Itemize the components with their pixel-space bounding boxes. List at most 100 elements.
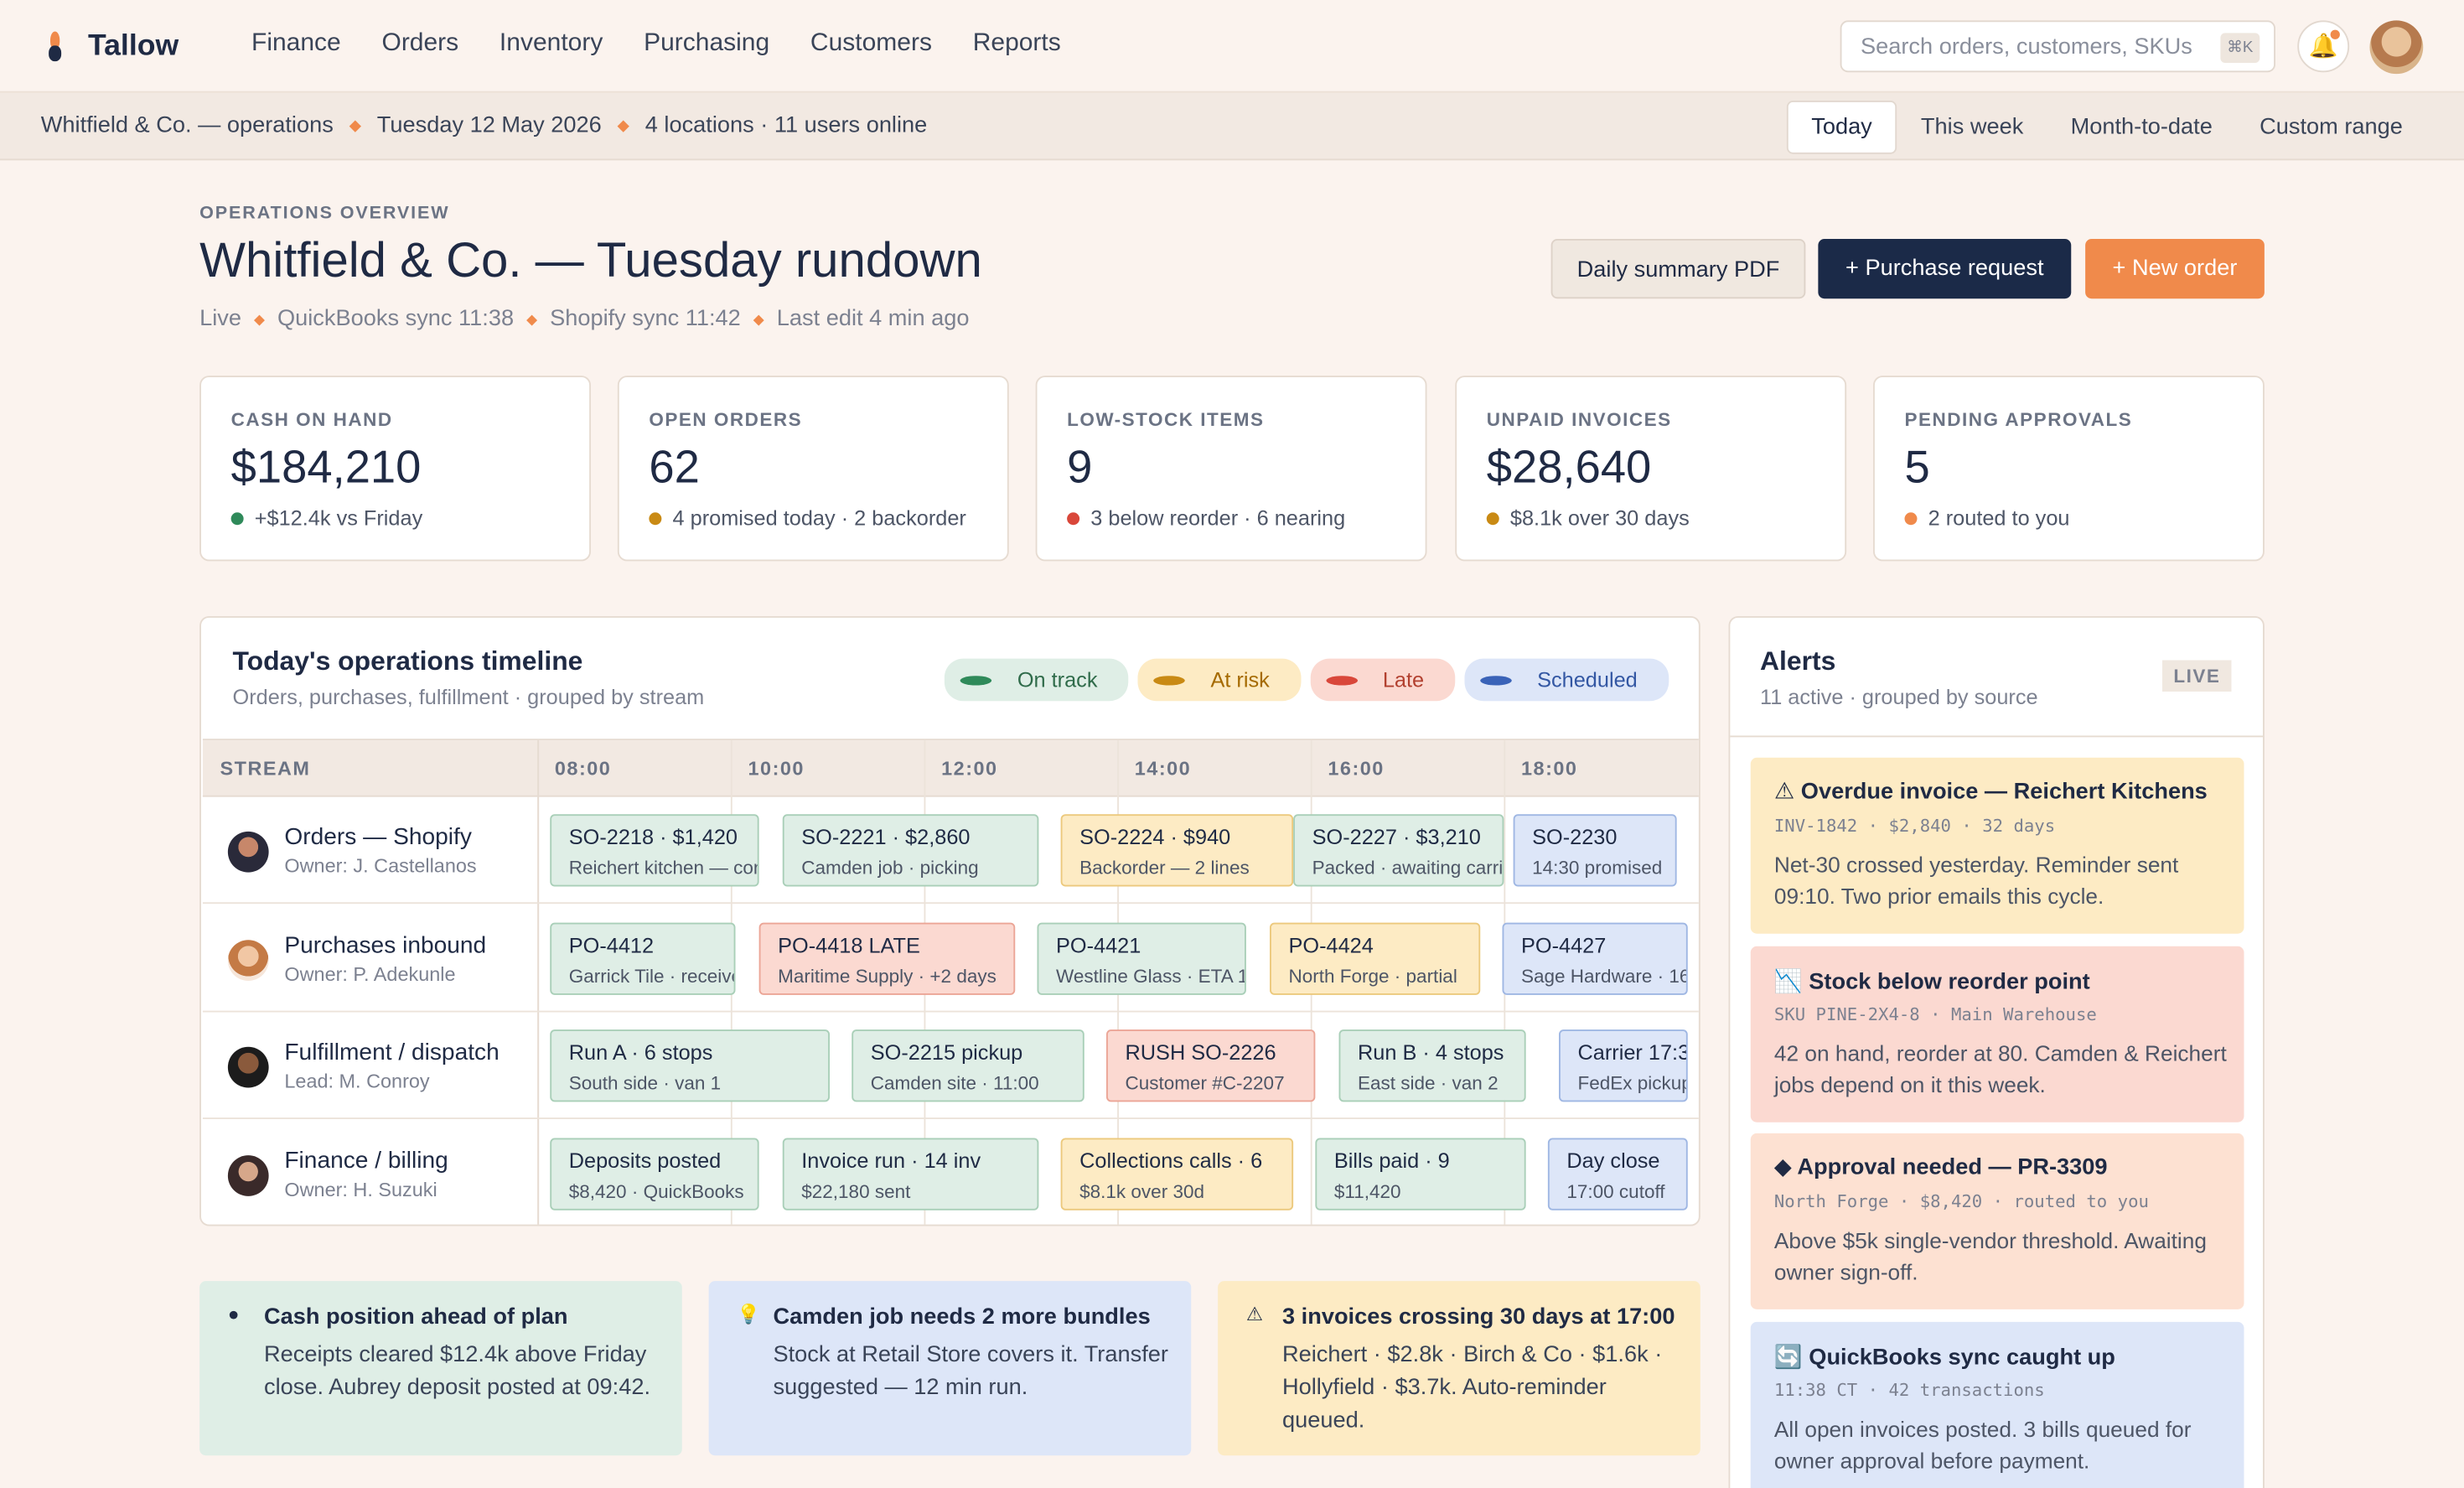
nav-customers[interactable]: Customers — [810, 29, 932, 57]
kpi-card[interactable]: OPEN ORDERS 62 4 promised today · 2 backor… — [617, 376, 1009, 562]
timeline-event[interactable]: PO-4427 Sage Hardware · 16:00 — [1502, 921, 1688, 994]
stream-name: Fulfillment / dispatch — [284, 1039, 500, 1066]
kpi-label: OPEN ORDERS — [649, 408, 803, 431]
alerts-title: Alerts — [1760, 645, 1836, 677]
alert-card[interactable]: ⚠ Overdue invoice — Reichert Kitchens INV… — [1750, 757, 2244, 934]
event-title: PO-4418 LATE — [778, 932, 920, 957]
alert-text: Net-30 crossed yesterday. Reminder sent … — [1773, 852, 2179, 909]
live-badge: LIVE — [2162, 660, 2232, 692]
purchase-request-button[interactable]: + Purchase request — [1818, 239, 2072, 299]
timeline-event[interactable]: Carrier 17:30 FedEx pickup — [1559, 1029, 1688, 1102]
timeline-event[interactable]: PO-4418 LATE Maritime Supply · +2 days — [758, 921, 1016, 994]
insight-text: Reichert · $2.8k · Birch & Co · $1.6k · … — [1282, 1342, 1663, 1434]
alert-text: 42 on hand, reorder at 80. Camden & Reic… — [1773, 1040, 2227, 1097]
range-this-week[interactable]: This week — [1920, 114, 2024, 140]
search-shortcut-badge: ⌘K — [2220, 33, 2260, 63]
legend-label: Late — [1382, 667, 1425, 692]
meta-shopify: Shopify sync 11:42 — [550, 306, 741, 332]
timeline-event[interactable]: SO-2227 · $3,210 Packed · awaiting carrie… — [1293, 814, 1504, 887]
timeline-event[interactable]: RUSH SO-2226 Customer #C-2207 — [1106, 1029, 1316, 1102]
event-title: Invoice run · 14 inv — [801, 1148, 981, 1172]
insight-text: Stock at Retail Store covers it. Transfe… — [773, 1342, 1168, 1401]
insight-card[interactable]: ⚠ 3 invoices crossing 30 days at 17:00 Rei… — [1218, 1281, 1700, 1456]
nav-reports[interactable]: Reports — [972, 29, 1061, 57]
legend-chip: On track — [945, 658, 1129, 702]
nav-inventory[interactable]: Inventory — [499, 29, 603, 57]
insight-card[interactable]: 💡 Camden job needs 2 more bundles Stock at… — [708, 1281, 1192, 1456]
kpi-card[interactable]: UNPAID INVOICES $28,640 $8.1k over 30 days — [1455, 376, 1847, 562]
timeline-event[interactable]: SO-2224 · $940 Backorder — 2 lines — [1060, 814, 1294, 887]
event-title: SO-2221 · $2,860 — [801, 825, 971, 849]
kpi-subtext-label: 3 below reorder · 6 nearing — [1090, 506, 1346, 530]
page-title: Whitfield & Co. — Tuesday rundown — [199, 232, 982, 288]
search-input[interactable]: Search orders, customers, SKUs ⌘K — [1840, 20, 2275, 73]
timeline-event[interactable]: Deposits posted $8,420 · QuickBooks — [550, 1137, 759, 1210]
page-overline: OPERATIONS OVERVIEW — [199, 204, 450, 224]
alert-icon: 📉 — [1773, 969, 1809, 995]
timeline-event[interactable]: PO-4421 Westline Glass · ETA 12:30 — [1037, 921, 1246, 994]
nav-orders[interactable]: Orders — [381, 29, 459, 57]
timeline-event[interactable]: SO-2230 14:30 promised — [1513, 814, 1677, 887]
new-order-button[interactable]: + New order — [2085, 239, 2265, 299]
kpi-card[interactable]: LOW-STOCK ITEMS 9 3 below reorder · 6 near… — [1035, 376, 1427, 562]
kpi-subtext: 4 promised today · 2 backorder — [649, 506, 966, 530]
timeline-event[interactable]: SO-2221 · $2,860 Camden job · picking — [782, 814, 1039, 887]
event-title: PO-4427 — [1521, 932, 1607, 957]
stream-name: Purchases inbound — [284, 931, 487, 958]
nav-finance[interactable]: Finance — [251, 29, 341, 57]
stream-owner: Owner: P. Adekunle — [284, 962, 456, 985]
alert-icon: ◆ — [1773, 1155, 1798, 1181]
timeline-event[interactable]: Invoice run · 14 inv $22,180 sent — [782, 1137, 1039, 1210]
timeline-event[interactable]: PO-4424 North Forge · partial — [1270, 921, 1481, 994]
daily-summary-pdf-button[interactable]: Daily summary PDF — [1550, 239, 1806, 299]
kpi-card[interactable]: PENDING APPROVALS 5 2 routed to you — [1873, 376, 2265, 562]
timeline-event[interactable]: SO-2218 · $1,420 Reichert kitchen — confi… — [550, 814, 759, 887]
brand-name: Tallow — [88, 29, 179, 63]
event-detail: $11,420 — [1333, 1180, 1401, 1202]
notifications-button[interactable]: 🔔 — [2297, 20, 2350, 73]
legend-chip: Late — [1310, 658, 1456, 702]
legend-chip: Scheduled — [1464, 658, 1669, 702]
kpi-value: $28,640 — [1486, 443, 1652, 494]
legend-chip: At risk — [1138, 658, 1302, 702]
timeline-event[interactable]: Collections calls · 6 $8.1k over 30d — [1060, 1137, 1294, 1210]
alert-meta: North Forge · $8,420 · routed to you — [1773, 1191, 2149, 1212]
timeline-grid: STREAM 08:00 10:00 12:00 14:00 16:00 18:00 Or… — [202, 739, 1699, 1225]
event-detail: FedEx pickup — [1577, 1071, 1688, 1094]
event-title: Day close — [1566, 1148, 1660, 1172]
alert-card[interactable]: 🔄 QuickBooks sync caught up 11:38 CT · 42… — [1750, 1321, 2244, 1488]
range-custom[interactable]: Custom range — [2260, 114, 2403, 140]
event-title: SO-2224 · $940 — [1079, 825, 1231, 849]
insight-title: 3 invoices crossing 30 days at 17:00 — [1282, 1304, 1675, 1330]
insight-card[interactable]: ● Cash position ahead of plan Receipts cle… — [199, 1281, 682, 1456]
timeline-event[interactable]: SO-2215 pickup Camden site · 11:00 — [852, 1029, 1084, 1102]
alert-title: ⚠ Overdue invoice — Reichert Kitchens — [1774, 780, 2208, 805]
insight-icon: 💡 — [737, 1303, 761, 1325]
sync-meta: Live ◆ QuickBooks sync 11:38 ◆ Shopify s… — [199, 307, 969, 332]
current-date: Tuesday 12 May 2026 — [376, 113, 602, 138]
legend-dot-icon — [1480, 675, 1513, 685]
timeline-event[interactable]: Bills paid · 9 $11,420 — [1315, 1137, 1526, 1210]
status-dot-icon — [1904, 511, 1918, 525]
timeline-event[interactable]: PO-4412 Garrick Tile · received — [550, 921, 736, 994]
timeline-event[interactable]: Run B · 4 stops East side · van 2 — [1338, 1029, 1526, 1102]
range-today[interactable]: Today — [1786, 101, 1897, 154]
diamond-separator-icon: ◆ — [617, 117, 629, 135]
kpi-subtext-label: $8.1k over 30 days — [1509, 506, 1690, 530]
nav-purchasing[interactable]: Purchasing — [644, 29, 770, 57]
kpi-label: UNPAID INVOICES — [1486, 408, 1672, 431]
user-avatar[interactable] — [2369, 20, 2424, 75]
timeline-event[interactable]: Run A · 6 stops South side · van 1 — [550, 1029, 830, 1102]
kpi-card[interactable]: CASH ON HAND $184,210 +$12.4k vs Friday — [199, 376, 591, 562]
alert-card[interactable]: ◆ Approval needed — PR-3309 North Forge ·… — [1750, 1133, 2244, 1309]
status-dot-icon — [1486, 511, 1499, 525]
brand-logo[interactable]: Tallow — [45, 27, 179, 68]
timeline-event[interactable]: Day close 17:00 cutoff — [1547, 1137, 1688, 1210]
event-title: PO-4412 — [568, 932, 655, 957]
range-month-to-date[interactable]: Month-to-date — [2070, 114, 2213, 140]
kpi-label: LOW-STOCK ITEMS — [1067, 408, 1265, 431]
kpi-value: 5 — [1904, 443, 1930, 494]
timeline-title: Today's operations timeline — [232, 645, 583, 677]
legend-label: On track — [1017, 667, 1098, 692]
alert-card[interactable]: 📉 Stock below reorder point SKU PINE-2X4-… — [1750, 946, 2244, 1122]
